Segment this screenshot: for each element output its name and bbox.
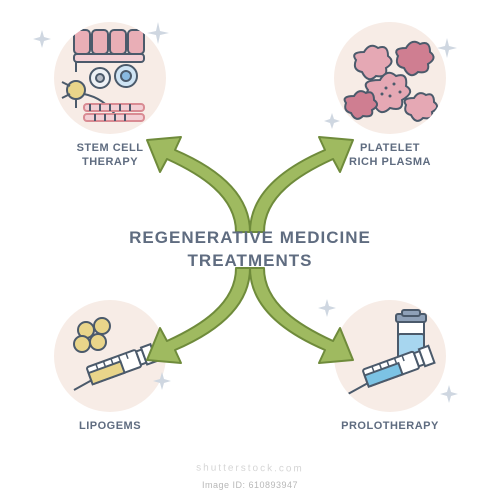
diagram-title: REGENERATIVE MEDICINE TREATMENTS bbox=[129, 227, 371, 273]
diagram-root: REGENERATIVE MEDICINE TREATMENTS bbox=[0, 0, 500, 500]
title-line1: REGENERATIVE MEDICINE bbox=[129, 227, 371, 250]
title-line2: TREATMENTS bbox=[129, 250, 371, 273]
